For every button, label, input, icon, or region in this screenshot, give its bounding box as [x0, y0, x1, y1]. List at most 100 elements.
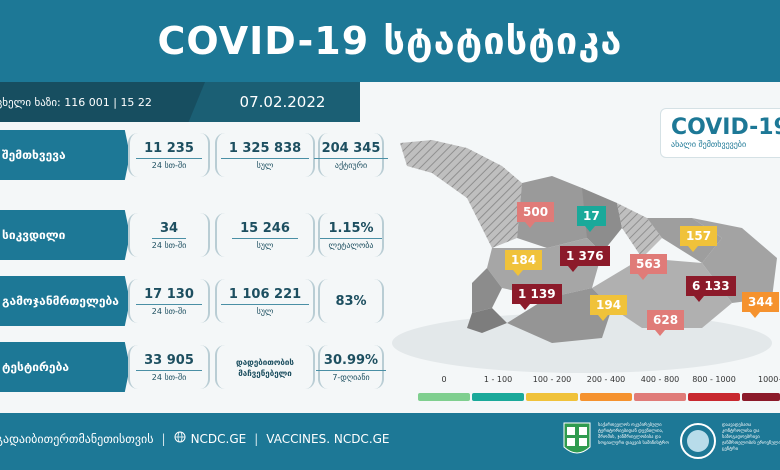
map-callout: 17	[577, 206, 606, 232]
map-region-guria	[472, 268, 502, 313]
stat-cell: 11 235 24 სთ-ში	[128, 130, 210, 180]
header-banner: COVID-19 სტატისტიკა	[0, 0, 780, 82]
map-callout: 628	[647, 310, 685, 336]
stat-value: 33 905	[136, 353, 202, 371]
stat-value: 15 246	[232, 221, 298, 239]
legend-label: 400 - 800	[640, 375, 680, 384]
row-label: შემთხვევა	[0, 130, 130, 180]
separator: |	[254, 431, 259, 446]
stat-value: 1 325 838	[220, 141, 310, 159]
stats-row-deaths: სიკვდილი 34 24 სთ-ში 15 246 სულ 1.15% ლე…	[0, 210, 390, 260]
map-region-kakheti	[692, 218, 777, 303]
stat-cell: 204 345 აქტიური	[313, 130, 389, 180]
map-callout: 6 133	[686, 276, 736, 302]
stat-sublabel: სულ	[256, 306, 274, 316]
ministry-logo	[563, 422, 591, 454]
stat-cell: დადებითობის მაჩვენებელი	[215, 342, 315, 392]
bracket	[215, 345, 315, 389]
map-callout: 1 376	[560, 246, 610, 272]
stat-cell: 15 246 სულ	[215, 210, 315, 260]
legend-label: 100 - 200	[532, 375, 572, 384]
bracket	[128, 213, 210, 257]
legend-item: 800 - 1000	[688, 375, 740, 401]
map-callout: 1 139	[512, 284, 562, 310]
stat-sublabel: 24 სთ-ში	[151, 160, 187, 170]
stats-row-cases: შემთხვევა 11 235 24 სთ-ში 1 325 838 სულ …	[0, 130, 390, 180]
legend-label: 800 - 1000	[692, 375, 736, 384]
bracket	[318, 279, 384, 323]
map-badge-subtitle: ახალი შემთხვევები	[671, 140, 747, 149]
legend-swatch	[742, 393, 780, 401]
legend-swatch	[634, 393, 686, 401]
bracket	[318, 133, 384, 177]
row-label: ტესტირება	[0, 342, 130, 392]
legend-item: 400 - 800	[634, 375, 686, 401]
map-region-samegrelo	[517, 176, 602, 248]
bracket	[318, 213, 384, 257]
stat-cell: 33 905 24 სთ-ში	[128, 342, 210, 392]
stat-value: დადებითობის	[236, 358, 294, 367]
separator: |	[161, 431, 166, 446]
legend-swatch	[472, 393, 524, 401]
map-region-south-ossetia	[617, 203, 662, 258]
map-callout: 344	[742, 292, 780, 318]
legend-label: 1 - 100	[483, 375, 513, 384]
stat-cell: 30.99% 7-დღიანი	[315, 342, 387, 392]
stat-sublabel: მაჩვენებელი	[238, 369, 292, 378]
legend-item: 1000+	[742, 375, 780, 401]
legend-label: 200 - 400	[586, 375, 626, 384]
legend-item: 1 - 100	[472, 375, 524, 401]
legend-swatch	[688, 393, 740, 401]
stat-sublabel: 7-დღიანი	[332, 372, 370, 382]
stat-value: 1 106 221	[220, 287, 310, 305]
bracket	[215, 133, 315, 177]
map-region-samtskhe	[507, 288, 612, 343]
stat-cell: 17 130 24 სთ-ში	[128, 276, 210, 326]
vaccines-link[interactable]: VACCINES. NCDC.GE	[266, 431, 390, 446]
stat-cell: 1 106 221 სულ	[215, 276, 315, 326]
stat-cell: 34 24 სთ-ში	[128, 210, 210, 260]
ncdc-name: დაავადებათა კონტროლისა და საზოგადოებრივი…	[722, 423, 780, 452]
legend-swatch	[418, 393, 470, 401]
stat-sublabel: 24 სთ-ში	[151, 240, 187, 250]
page-title: COVID-19 სტატისტიკა	[157, 19, 623, 63]
map-callout: 194	[590, 295, 628, 321]
stat-value: 83%	[335, 293, 367, 309]
bracket	[128, 279, 210, 323]
bracket	[128, 133, 210, 177]
footer-links: გადაიბითერთმანეთისთვის | NCDC.GE | VACCI…	[0, 431, 390, 446]
stat-sublabel: ლეტალობა	[328, 240, 374, 250]
stat-sublabel: აქტიური	[334, 160, 368, 170]
stat-cell: 1 325 838 სულ	[215, 130, 315, 180]
bracket	[318, 345, 384, 389]
ncdc-logo	[680, 423, 716, 459]
legend-item: 200 - 400	[580, 375, 632, 401]
legend-swatch	[580, 393, 632, 401]
globe-icon	[174, 431, 186, 446]
footer-item-text: გადაიბითერთმანეთისთვის	[0, 431, 154, 446]
website-link[interactable]: NCDC.GE	[190, 431, 247, 446]
map-legend: 0 1 - 100 100 - 200 200 - 400 400 - 800 …	[418, 375, 780, 405]
stat-sublabel: სულ	[256, 240, 274, 250]
map-badge: COVID-19 ახალი შემთხვევები	[660, 108, 780, 158]
hotline-text: ცხელი ხაზი: 116 001 | 15 22	[0, 95, 152, 109]
stat-cell: 83%	[318, 276, 384, 326]
legend-item: 100 - 200	[526, 375, 578, 401]
stat-sublabel: 24 სთ-ში	[151, 306, 187, 316]
map-badge-title: COVID-19	[671, 115, 780, 140]
map-callout: 500	[517, 202, 555, 228]
ministry-name: საქართველოს ოკუპირებული ტერიტორიებიდან დ…	[598, 423, 669, 446]
stats-row-tests: ტესტირება 33 905 24 სთ-ში დადებითობის მა…	[0, 342, 390, 392]
legend-item: 0	[418, 375, 470, 401]
map-callout: 184	[505, 250, 543, 276]
legend-label: 1000+	[758, 375, 780, 384]
hotline-box: ცხელი ხაზი: 116 001 | 15 22	[0, 82, 205, 122]
bracket	[128, 345, 210, 389]
stats-row-recovered: გამოჯანმრთელება 17 130 24 სთ-ში 1 106 22…	[0, 276, 390, 326]
legend-swatch	[526, 393, 578, 401]
stat-sublabel: 24 სთ-ში	[151, 372, 187, 382]
row-label: სიკვდილი	[0, 210, 130, 260]
map-region-adjara	[467, 308, 507, 333]
stat-value: 34	[151, 221, 187, 239]
map-callout: 157	[680, 226, 718, 252]
